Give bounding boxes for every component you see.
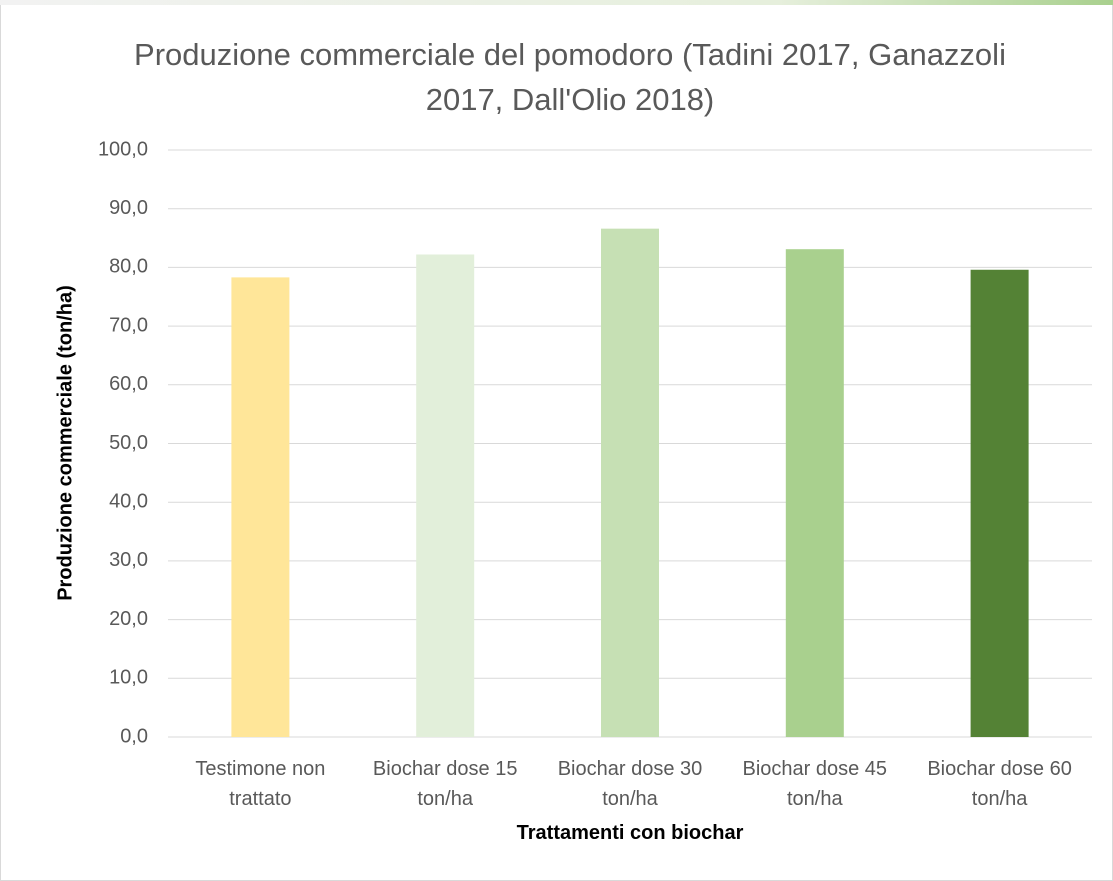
x-tick-label: Biochar dose 30 ton/ha <box>557 758 703 810</box>
y-tick-label: 10,0 <box>109 667 148 689</box>
y-tick-label: 90,0 <box>109 197 148 219</box>
bar <box>785 249 844 737</box>
bar <box>416 254 475 737</box>
y-tick-label: 40,0 <box>109 490 148 512</box>
x-tick-label: Biochar dose 45 ton/ha <box>742 758 888 810</box>
x-axis-label: Trattamenti con biochar <box>516 822 744 844</box>
y-axis-label: Produzione commerciale (ton/ha) <box>54 285 76 601</box>
y-tick-label: 20,0 <box>109 608 148 630</box>
y-tick-label: 0,0 <box>120 725 148 747</box>
bar <box>231 277 290 737</box>
chart-title: Produzione commerciale del pomodoro (Tad… <box>134 37 1006 117</box>
bar <box>601 228 659 737</box>
y-tick-label: 30,0 <box>109 549 148 571</box>
y-tick-label: 70,0 <box>109 314 148 336</box>
y-tick-label: 100,0 <box>98 138 148 160</box>
x-tick-label: Biochar dose 15 ton/ha <box>372 758 518 810</box>
y-tick-label: 60,0 <box>109 373 148 395</box>
y-tick-label: 50,0 <box>109 432 148 454</box>
bar <box>970 269 1029 737</box>
top-bar <box>0 0 1113 5</box>
x-tick-label: Biochar dose 60 ton/ha <box>927 758 1072 810</box>
y-tick-label: 80,0 <box>109 256 148 278</box>
x-tick-label: Testimone non trattato <box>195 758 326 810</box>
